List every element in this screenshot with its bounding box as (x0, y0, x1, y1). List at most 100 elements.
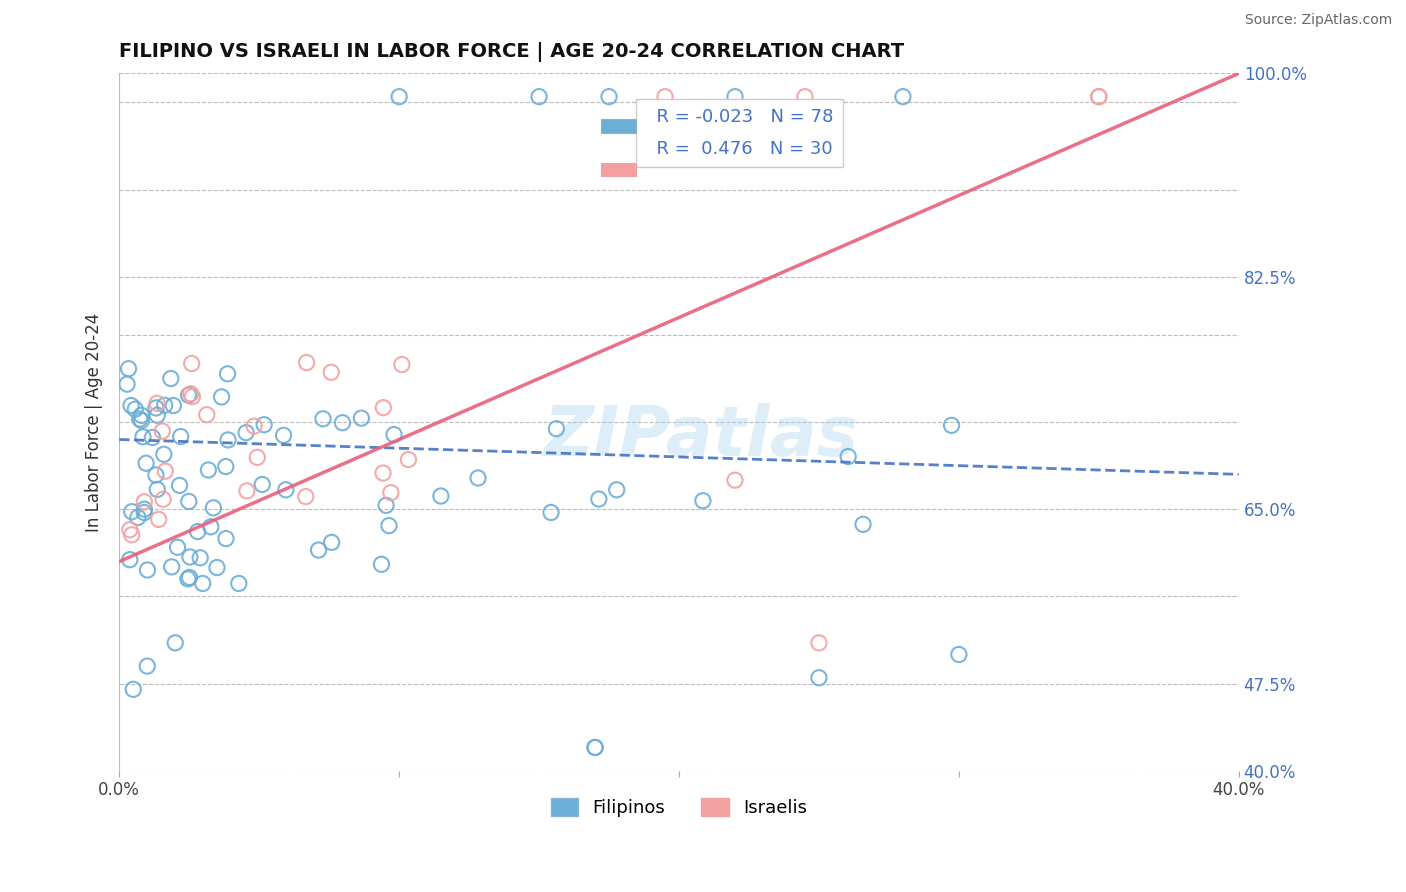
Point (837, 450, 859, 464)
Point (177, 388, 200, 402)
Point (187, 524, 209, 539)
Point (273, 428, 295, 442)
Point (124, 402, 146, 417)
Point (654, 89, 676, 103)
Point (294, 490, 316, 504)
Point (583, 740, 606, 755)
Point (807, 671, 830, 685)
Point (121, 505, 143, 519)
Point (724, 89, 747, 103)
Point (118, 552, 141, 566)
Point (228, 576, 250, 591)
Point (153, 447, 176, 461)
Point (308, 543, 330, 558)
Point (321, 365, 343, 379)
Point (134, 506, 156, 520)
Point (160, 559, 183, 574)
Point (170, 429, 193, 443)
Point (380, 485, 402, 500)
Point (852, 517, 875, 532)
Point (145, 401, 167, 415)
Text: ZIPatlas: ZIPatlas (544, 402, 859, 469)
Y-axis label: In Labor Force | Age 20-24: In Labor Force | Age 20-24 (86, 312, 103, 532)
Point (252, 477, 274, 491)
Point (132, 430, 155, 444)
Point (391, 358, 413, 372)
Point (598, 89, 620, 103)
Text: FILIPINO VS ISRAELI IN LABOR FORCE | AGE 20-24 CORRELATION CHART: FILIPINO VS ISRAELI IN LABOR FORCE | AGE… (120, 42, 904, 62)
Point (211, 390, 233, 404)
Point (546, 422, 568, 436)
Point (388, 89, 411, 103)
Point (215, 532, 238, 546)
Point (169, 478, 191, 492)
Point (396, 452, 419, 467)
Point (606, 483, 628, 497)
Point (540, 506, 562, 520)
Point (188, 550, 211, 565)
Point (295, 356, 318, 370)
Point (181, 390, 204, 404)
Point (332, 416, 354, 430)
Point (135, 456, 157, 470)
Point (692, 493, 714, 508)
Point (375, 499, 398, 513)
Point (321, 535, 343, 549)
Point (197, 463, 219, 477)
Point (177, 494, 200, 508)
Point (350, 411, 373, 425)
Point (145, 468, 167, 483)
Point (165, 636, 187, 650)
Bar (600, 120, 637, 133)
Point (202, 500, 225, 515)
Point (152, 492, 174, 507)
Point (467, 471, 489, 485)
Point (235, 425, 257, 440)
Point (131, 409, 153, 423)
Point (180, 357, 202, 371)
Point (312, 412, 335, 426)
Point (274, 483, 297, 497)
Point (146, 483, 169, 497)
Point (162, 399, 184, 413)
Text: R = -0.023   N = 78
  R =  0.476   N = 30: R = -0.023 N = 78 R = 0.476 N = 30 (645, 108, 834, 158)
Point (191, 576, 214, 591)
Point (583, 740, 606, 755)
Point (236, 483, 259, 498)
Legend: Filipinos, Israelis: Filipinos, Israelis (544, 790, 814, 824)
Point (120, 399, 142, 413)
Point (153, 398, 176, 412)
Point (117, 361, 139, 376)
Point (200, 520, 222, 534)
Point (131, 413, 153, 427)
Point (217, 433, 239, 447)
Point (146, 408, 169, 422)
Point (122, 682, 145, 697)
Point (205, 560, 228, 574)
Point (588, 491, 610, 506)
Point (150, 424, 173, 438)
Point (115, 377, 138, 392)
Point (148, 512, 170, 526)
Point (371, 466, 394, 480)
Point (948, 648, 970, 662)
Point (378, 518, 401, 533)
Point (430, 489, 453, 503)
Point (1088, 89, 1111, 103)
Point (146, 396, 169, 410)
Point (246, 450, 269, 465)
Point (373, 401, 395, 415)
Point (128, 412, 150, 426)
Point (941, 418, 963, 433)
Point (134, 502, 156, 516)
Point (527, 89, 550, 103)
Point (1368, 89, 1391, 103)
Point (121, 528, 143, 542)
Point (159, 371, 181, 385)
Point (891, 89, 914, 103)
Point (382, 427, 405, 442)
Point (253, 417, 276, 432)
Bar (600, 162, 637, 176)
Point (195, 408, 218, 422)
Point (724, 473, 747, 487)
